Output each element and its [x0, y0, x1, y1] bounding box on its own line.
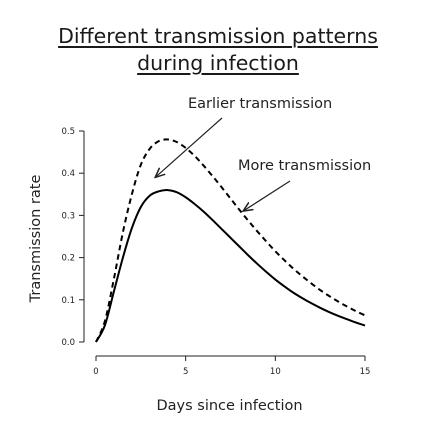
solid-series-line [95, 189, 366, 343]
x-tick-label: 10 [270, 367, 281, 377]
x-axis-title: Days since infection [156, 398, 302, 414]
y-axis-title: Transmission rate [28, 175, 44, 304]
annotation-label: Earlier transmission [188, 96, 332, 112]
chart-title-line-1: Different transmission patterns [58, 24, 378, 48]
x-tick-label: 15 [360, 367, 371, 377]
chart-title-line-2: during infection [137, 51, 299, 75]
x-tick-label: 0 [93, 367, 98, 377]
annotation-label: More transmission [238, 158, 371, 174]
y-tick-label: 0.4 [61, 169, 75, 179]
y-tick-label: 0.1 [61, 296, 75, 306]
annotation-layer: Earlier transmission More transmission [155, 96, 371, 211]
y-tick-label: 0.3 [61, 211, 75, 221]
x-tick-label: 5 [183, 367, 188, 377]
axes: 0.0 0.1 0.2 0.3 0.4 0.5 0 5 10 15 [61, 127, 370, 377]
y-tick-label: 0.5 [61, 127, 75, 137]
dashed-series-line [95, 138, 366, 343]
series-layer [95, 138, 366, 343]
annotation-arrow [155, 117, 223, 177]
annotation-arrow [243, 180, 291, 211]
y-tick-label: 0.2 [61, 254, 75, 264]
y-tick-label: 0.0 [61, 338, 75, 348]
